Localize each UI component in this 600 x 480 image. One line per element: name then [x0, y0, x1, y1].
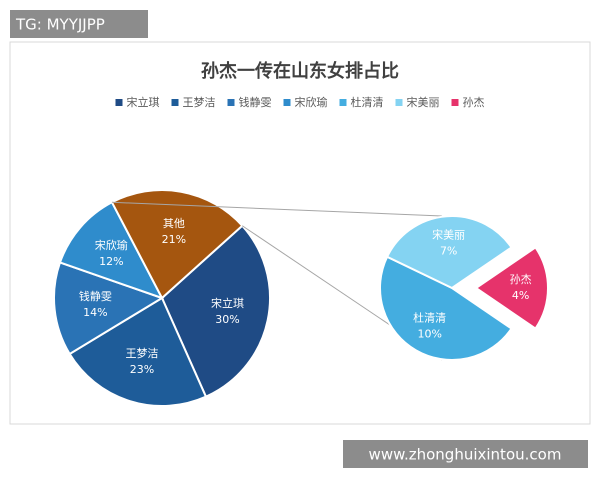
legend-label: 钱静雯: [239, 95, 272, 109]
slice-value-label: 10%: [417, 328, 441, 341]
legend-label: 宋欣瑜: [295, 95, 328, 109]
slice-value-label: 12%: [99, 255, 123, 268]
legend-swatch: [451, 99, 459, 106]
slice-label: 钱静雯: [79, 289, 112, 303]
legend-label: 宋美丽: [407, 95, 440, 109]
slice-label: 王梦洁: [125, 347, 158, 360]
slice-label: 宋立琪: [211, 296, 244, 310]
legend-swatch: [339, 99, 347, 106]
legend: 宋立琪 王梦洁 钱静雯 宋欣瑜 杜清清 宋美丽 孙杰: [115, 95, 485, 109]
watermark-box: [343, 440, 588, 468]
pie-slice: [68, 296, 208, 407]
pie-slice: [58, 200, 165, 300]
slice-value-label: 30%: [215, 313, 239, 326]
slice-value-label: 14%: [83, 306, 107, 319]
slice-value-label: 7%: [440, 244, 457, 257]
plot: 宋立琪 30% 王梦洁 23% 钱静雯 14% 宋欣瑜 12% 其他 21% 杜清清 10% 宋美丽 7%…: [53, 189, 549, 407]
legend-label: 杜清清: [351, 95, 384, 109]
legend-label: 王梦洁: [183, 96, 216, 109]
connector-line: [111, 201, 443, 217]
legend-swatch: [227, 99, 235, 106]
chart-title: 孙杰一传在山东女排占比: [201, 60, 399, 82]
slice-value-label: 23%: [130, 363, 154, 376]
slice-label: 宋美丽: [432, 227, 465, 241]
pie-slice: [379, 255, 513, 361]
legend-label: 孙杰: [463, 96, 485, 109]
pie-slice: [53, 261, 165, 356]
slice-label: 其他: [163, 217, 185, 230]
legend-swatch: [283, 99, 291, 106]
legend-swatch: [395, 99, 403, 106]
legend-swatch: [171, 99, 179, 106]
legend-swatch: [115, 99, 123, 106]
slice-value-label: 4%: [512, 289, 529, 302]
slice-value-label: 21%: [162, 233, 186, 246]
pie-slice: [385, 215, 513, 290]
slice-label: 宋欣瑜: [95, 238, 128, 252]
legend-label: 宋立琪: [127, 95, 160, 109]
pie-slice: [160, 224, 271, 398]
pie-slice: [110, 189, 244, 300]
slice-label: 孙杰: [510, 273, 532, 286]
watermark: TG: MYYJJPP: [15, 16, 105, 34]
slice-label: 杜清清: [413, 311, 446, 325]
pie-slice: [474, 246, 549, 330]
watermark: www.zhonghuixintou.com: [369, 446, 562, 464]
watermark-box: [10, 10, 148, 38]
